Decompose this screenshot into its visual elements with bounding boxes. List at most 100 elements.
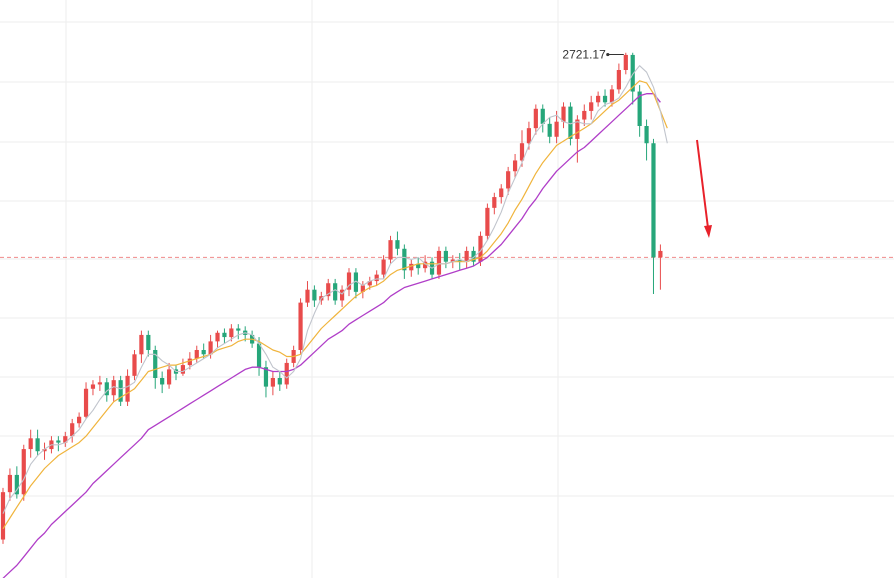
candle-body — [471, 250, 476, 262]
candle — [236, 324, 241, 340]
candle — [77, 412, 82, 428]
candle-body — [263, 367, 269, 387]
candle — [519, 130, 525, 167]
candle-body — [485, 207, 490, 236]
candle-body — [222, 332, 227, 338]
candle-body — [83, 388, 89, 417]
candle-body — [166, 369, 172, 385]
candle-body — [270, 378, 275, 387]
candle-body — [118, 380, 123, 402]
candle — [153, 345, 158, 389]
candle-body — [298, 302, 303, 350]
candle-body — [277, 378, 282, 385]
candle-body — [561, 106, 566, 122]
candle — [658, 244, 663, 290]
candle — [609, 85, 615, 107]
high-price-label: 2721.17 — [562, 48, 606, 62]
candle-body — [28, 438, 33, 450]
candle-body — [623, 54, 628, 70]
candle — [409, 259, 414, 277]
candle — [346, 268, 352, 297]
candle — [70, 418, 75, 443]
candle — [194, 345, 199, 363]
candle-body — [132, 354, 137, 376]
candle-body — [42, 449, 47, 452]
candle-body — [436, 250, 442, 275]
candle — [180, 358, 186, 376]
candle-body — [312, 289, 317, 301]
candle-body — [582, 110, 587, 120]
candle — [443, 246, 448, 269]
candle — [478, 231, 483, 266]
candle-body — [568, 106, 573, 139]
candle — [222, 328, 227, 344]
candle-body — [402, 248, 407, 271]
candle-body — [651, 143, 656, 258]
candle-body — [658, 250, 663, 258]
candle — [623, 52, 628, 75]
candle-body — [14, 474, 19, 495]
candle-body — [146, 334, 151, 350]
candle-body — [423, 261, 428, 269]
candle — [63, 431, 68, 447]
candles — [0, 52, 663, 544]
candle — [436, 246, 442, 279]
candle — [499, 184, 504, 204]
candle — [485, 203, 490, 241]
candle — [644, 119, 649, 161]
candle-body — [367, 281, 372, 286]
down-trend-arrow — [696, 139, 712, 238]
candle-body — [70, 423, 75, 437]
candle — [90, 380, 96, 396]
candle — [118, 375, 123, 406]
candle-body — [395, 240, 400, 249]
candle-body — [77, 416, 82, 424]
candle — [630, 52, 635, 105]
candle-body — [353, 272, 359, 292]
candle-body — [153, 350, 158, 378]
candle-body — [305, 289, 310, 303]
candle — [561, 102, 566, 129]
candle-body — [326, 283, 331, 297]
candle — [471, 246, 476, 266]
candle-body — [374, 274, 379, 282]
candle-body — [160, 378, 165, 385]
candle — [651, 138, 656, 294]
candle — [270, 371, 275, 396]
candle-body — [187, 358, 192, 366]
candle — [125, 369, 130, 406]
candle-body — [512, 160, 518, 172]
candle — [277, 371, 282, 391]
candle — [215, 330, 220, 348]
candle — [381, 255, 386, 279]
candle — [512, 154, 518, 178]
candle — [554, 110, 559, 144]
candle-body — [499, 188, 504, 198]
candle — [533, 104, 538, 135]
candle — [132, 350, 137, 381]
candle — [374, 270, 379, 286]
candle-body — [602, 95, 608, 103]
candle-body — [339, 289, 345, 301]
candle — [506, 166, 511, 195]
candle — [540, 104, 545, 133]
candle-body — [533, 108, 538, 129]
arrow-head — [704, 225, 712, 238]
candle-body — [596, 95, 601, 103]
moving-averages — [2, 65, 668, 578]
candle-body — [125, 375, 130, 402]
candle-body — [21, 449, 26, 495]
candle-body — [104, 382, 109, 396]
candle-body — [63, 436, 68, 443]
candle — [166, 362, 172, 389]
candle — [97, 375, 102, 391]
candle — [111, 375, 116, 402]
candle — [339, 285, 345, 307]
candle-body — [381, 259, 386, 275]
candle — [42, 442, 47, 460]
candle — [229, 324, 234, 342]
candle — [0, 487, 6, 544]
candle-body — [111, 380, 116, 396]
candle — [360, 281, 365, 299]
